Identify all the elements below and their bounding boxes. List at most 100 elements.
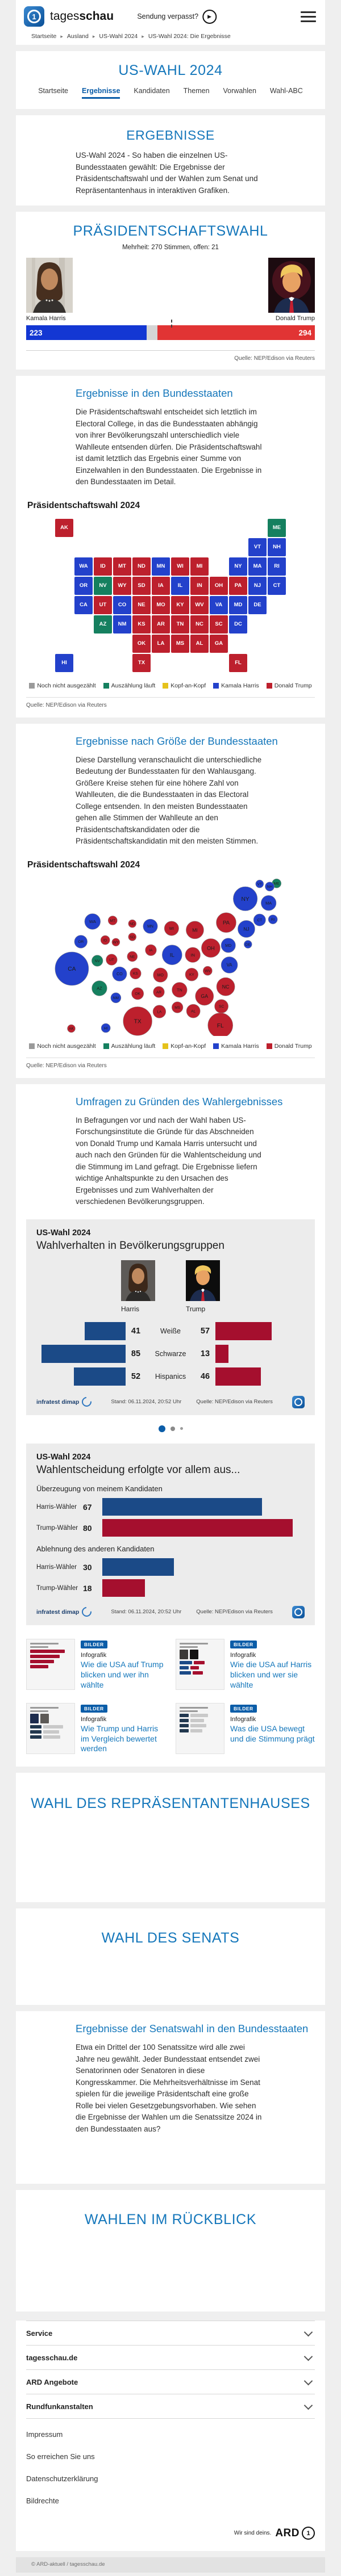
bubble-state-SD[interactable]: SD bbox=[128, 933, 137, 941]
map-state-NY[interactable]: NY bbox=[229, 557, 247, 576]
map-state-SD[interactable]: SD bbox=[132, 576, 151, 595]
map-state-AL[interactable]: AL bbox=[190, 634, 209, 653]
bubble-state-WY[interactable]: WY bbox=[111, 938, 120, 946]
bubble-state-LA[interactable]: LA bbox=[152, 1005, 167, 1018]
map-state-VA[interactable]: VA bbox=[210, 595, 228, 614]
bubble-state-NJ[interactable]: NJ bbox=[238, 920, 255, 938]
footer-link-impressum[interactable]: Impressum bbox=[26, 2430, 63, 2439]
map-state-MN[interactable]: MN bbox=[152, 557, 170, 576]
map-state-IN[interactable]: IN bbox=[190, 576, 209, 595]
map-state-NH[interactable]: NH bbox=[268, 538, 286, 556]
bubble-state-NY[interactable]: NY bbox=[233, 886, 258, 911]
map-state-MI[interactable]: MI bbox=[190, 557, 209, 576]
map-state-MO[interactable]: MO bbox=[152, 595, 170, 614]
footer-accordion-service[interactable]: Service bbox=[26, 2321, 315, 2345]
bubble-state-AK[interactable]: AK bbox=[67, 1024, 76, 1033]
bubble-state-TN[interactable]: TN bbox=[172, 982, 188, 998]
bubble-state-OH[interactable]: OH bbox=[201, 938, 221, 958]
map-state-KS[interactable]: KS bbox=[132, 615, 151, 633]
footer-link-datenschutzerklrung[interactable]: Datenschutzerklärung bbox=[26, 2474, 98, 2483]
bubble-state-VT[interactable]: VT bbox=[255, 879, 264, 888]
bubble-state-AL[interactable]: AL bbox=[186, 1004, 201, 1018]
map-state-AR[interactable]: AR bbox=[152, 615, 170, 633]
map-state-DE[interactable]: DE bbox=[248, 595, 267, 614]
map-state-TN[interactable]: TN bbox=[171, 615, 189, 633]
footer-link-bildrechte[interactable]: Bildrechte bbox=[26, 2497, 59, 2506]
map-state-AK[interactable]: AK bbox=[55, 518, 73, 537]
bubble-state-VA[interactable]: VA bbox=[221, 956, 238, 974]
map-state-MS[interactable]: MS bbox=[171, 634, 189, 653]
missed-show-link[interactable]: Sendung verpasst? ▶ bbox=[137, 9, 217, 24]
bubble-state-NM[interactable]: NM bbox=[110, 992, 122, 1003]
teaser-title[interactable]: Wie die USA auf Harris blicken und wer s… bbox=[230, 1659, 312, 1689]
hamburger-menu-icon[interactable] bbox=[301, 11, 316, 22]
senate-results-heading[interactable]: Ergebnisse der Senatswahl in den Bundess… bbox=[76, 2023, 309, 2035]
teaser-item-2[interactable]: BILDER Infografik Wie die USA auf Harris b… bbox=[176, 1638, 315, 1690]
bubble-state-MS[interactable]: MS bbox=[172, 1001, 184, 1013]
tagesschau-logo-icon[interactable] bbox=[24, 6, 44, 27]
bubble-state-NC[interactable]: NC bbox=[216, 977, 235, 996]
bubble-state-SC[interactable]: SC bbox=[214, 999, 228, 1013]
bubble-state-WV[interactable]: WV bbox=[203, 966, 213, 976]
map-state-RI[interactable]: RI bbox=[268, 557, 286, 576]
map-state-ND[interactable]: ND bbox=[132, 557, 151, 576]
bubble-state-HI[interactable]: HI bbox=[101, 1023, 111, 1033]
tab-themen[interactable]: Themen bbox=[183, 87, 210, 95]
teaser-item-3[interactable]: BILDER Infografik Wie Trump und Harris im … bbox=[26, 1702, 165, 1755]
map-state-DC[interactable]: DC bbox=[229, 615, 247, 633]
map-state-WI[interactable]: WI bbox=[171, 557, 189, 576]
bubble-state-CA[interactable]: CA bbox=[55, 951, 89, 986]
bubble-state-IL[interactable]: IL bbox=[162, 945, 182, 965]
footer-accordion-ardangebote[interactable]: ARD Angebote bbox=[26, 2369, 315, 2394]
map-state-NV[interactable]: NV bbox=[94, 576, 112, 595]
bubble-state-MN[interactable]: MN bbox=[143, 918, 158, 934]
map-state-NM[interactable]: NM bbox=[113, 615, 131, 633]
bubble-state-MT[interactable]: MT bbox=[107, 916, 118, 925]
map-state-NC[interactable]: NC bbox=[190, 615, 209, 633]
bubble-state-RI[interactable]: RI bbox=[268, 914, 278, 924]
bubble-state-UT[interactable]: UT bbox=[106, 954, 118, 966]
bubble-state-GA[interactable]: GA bbox=[195, 987, 214, 1006]
map-state-IA[interactable]: IA bbox=[152, 576, 170, 595]
tab-startseite[interactable]: Startseite bbox=[38, 87, 69, 95]
tab-vorwahlen[interactable]: Vorwahlen bbox=[223, 87, 256, 95]
state-results-heading[interactable]: Ergebnisse in den Bundesstaaten bbox=[76, 387, 233, 400]
teaser-item-4[interactable]: BILDER Infografik Was die USA bewegt und d… bbox=[176, 1702, 315, 1755]
bubble-state-WI[interactable]: WI bbox=[164, 921, 179, 936]
bubble-state-MO[interactable]: MO bbox=[153, 967, 168, 983]
bubble-state-TX[interactable]: TX bbox=[123, 1006, 152, 1036]
bubble-state-DE[interactable]: DE bbox=[244, 940, 252, 949]
map-state-FL[interactable]: FL bbox=[229, 653, 247, 672]
map-state-KY[interactable]: KY bbox=[171, 595, 189, 614]
teaser-title[interactable]: Wie Trump und Harris im Vergleich bewert… bbox=[81, 1723, 159, 1753]
bubble-state-MD[interactable]: MD bbox=[221, 938, 236, 953]
trump-bar-segment[interactable]: 294 bbox=[157, 325, 315, 341]
bubble-state-MI[interactable]: MI bbox=[186, 921, 204, 939]
teaser-title[interactable]: Was die USA bewegt und die Stimmung präg… bbox=[230, 1723, 315, 1743]
footer-accordion-tagesschaude[interactable]: tagesschau.de bbox=[26, 2345, 315, 2369]
bubble-state-AZ[interactable]: AZ bbox=[92, 980, 107, 996]
map-state-VT[interactable]: VT bbox=[248, 538, 267, 556]
bubble-state-CO[interactable]: CO bbox=[112, 966, 127, 981]
map-state-SC[interactable]: SC bbox=[210, 615, 228, 633]
map-state-HI[interactable]: HI bbox=[55, 653, 73, 672]
bubble-state-PA[interactable]: PA bbox=[216, 912, 236, 933]
map-state-NE[interactable]: NE bbox=[132, 595, 151, 614]
play-icon[interactable]: ▶ bbox=[202, 9, 217, 24]
map-state-MA[interactable]: MA bbox=[248, 557, 267, 576]
bubble-state-AR[interactable]: AR bbox=[153, 986, 165, 998]
map-state-OR[interactable]: OR bbox=[74, 576, 93, 595]
map-state-OH[interactable]: OH bbox=[210, 576, 228, 595]
map-state-MT[interactable]: MT bbox=[113, 557, 131, 576]
bubble-state-FL[interactable]: FL bbox=[207, 1012, 233, 1036]
map-state-CO[interactable]: CO bbox=[113, 595, 131, 614]
map-state-OK[interactable]: OK bbox=[132, 634, 151, 653]
map-state-PA[interactable]: PA bbox=[229, 576, 247, 595]
footer-accordion-rundfunkanstalten[interactable]: Rundfunkanstalten bbox=[26, 2394, 315, 2419]
bubble-state-KS[interactable]: KS bbox=[130, 967, 142, 979]
breadcrumb-item[interactable]: US-Wahl 2024 bbox=[99, 33, 138, 40]
bubble-state-NH[interactable]: NH bbox=[265, 882, 275, 891]
map-state-WV[interactable]: WV bbox=[190, 595, 209, 614]
footer-link-soerreichensieuns[interactable]: So erreichen Sie uns bbox=[26, 2452, 95, 2461]
carousel-dot-1[interactable] bbox=[158, 1425, 165, 1432]
